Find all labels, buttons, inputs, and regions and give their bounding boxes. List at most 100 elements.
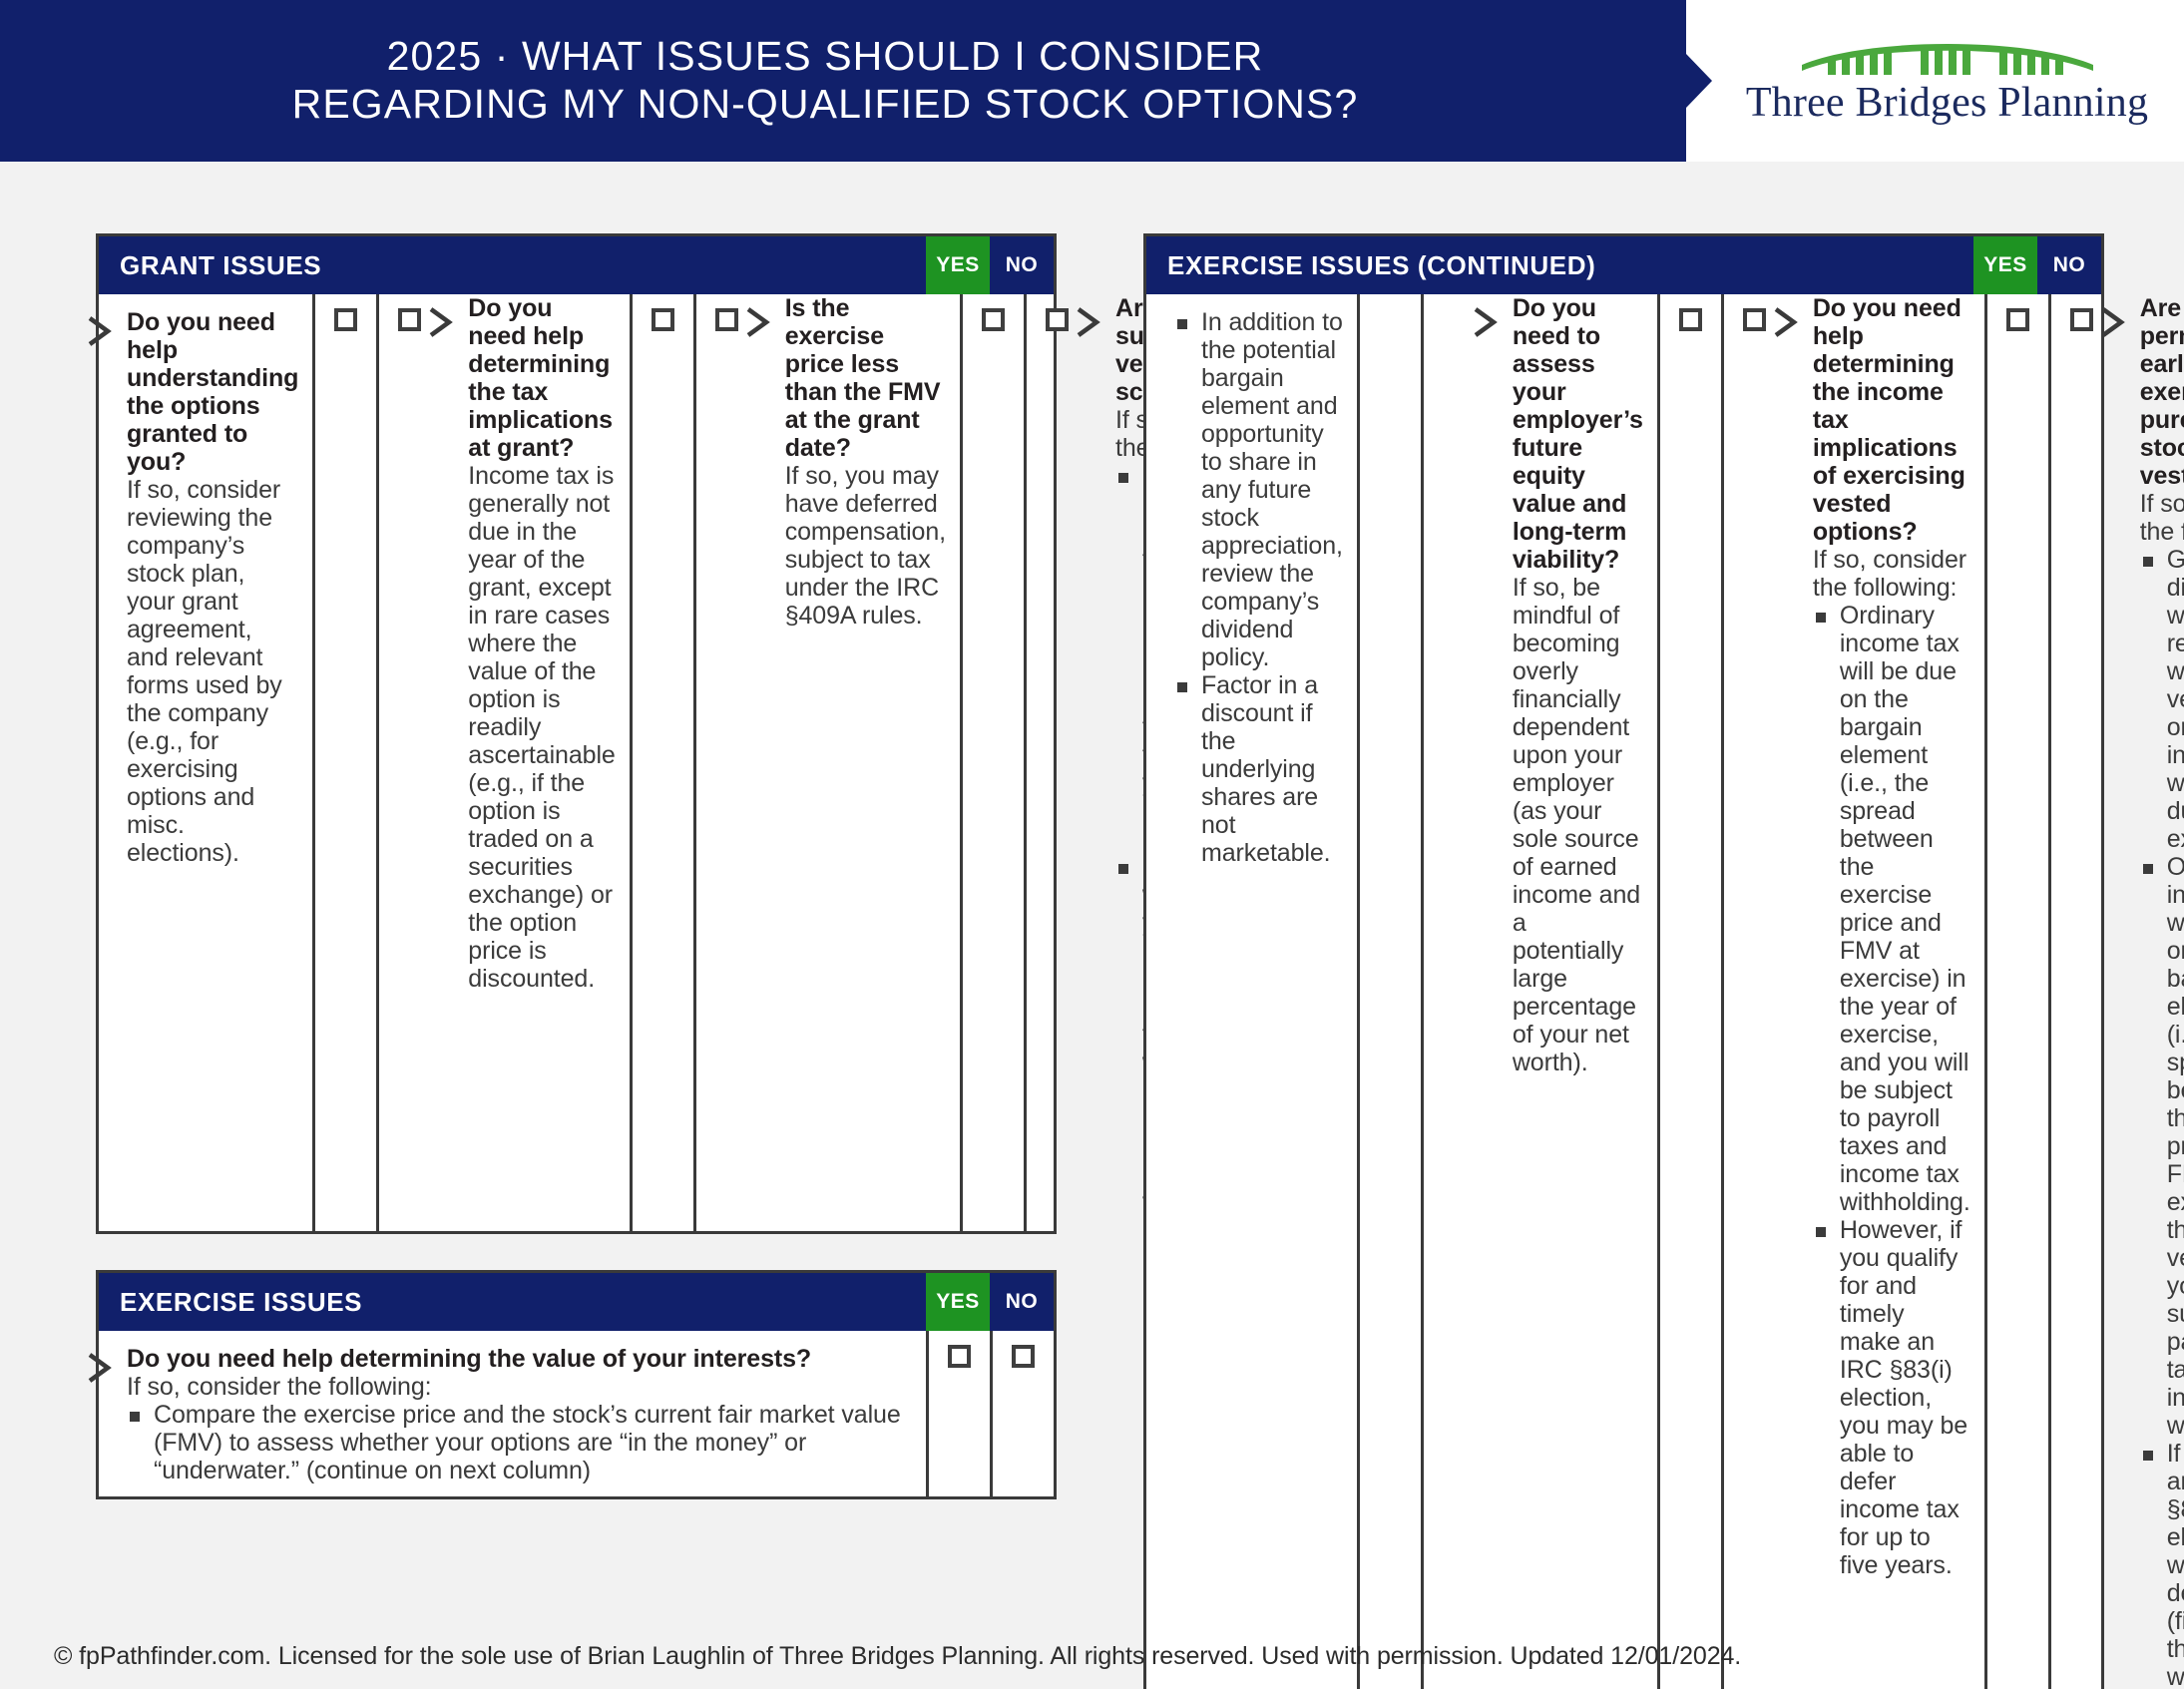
row-content: Do you need to assess your employer’s fu… bbox=[1474, 294, 1657, 1689]
page-content: GRANT ISSUES YES NO Do you need help unders… bbox=[0, 162, 2184, 1689]
checkbox-placeholder bbox=[1379, 308, 1402, 331]
checkbox-cell-no[interactable] bbox=[692, 294, 757, 1231]
row-content: Do you need help determining the tax imp… bbox=[429, 294, 629, 1231]
answer-text: If so, be mindful of becoming overly fin… bbox=[1512, 574, 1641, 1076]
checkbox-cell-no[interactable] bbox=[990, 1331, 1054, 1496]
bullet-item: In addition to the potential bargain ele… bbox=[1174, 308, 1343, 671]
row-checkboxes bbox=[926, 1331, 1054, 1496]
checkbox-cell-yes[interactable] bbox=[1983, 294, 2048, 1689]
bullet-item: If you make an IRC §83(b) election withi… bbox=[2140, 1440, 2184, 1689]
row-spacer bbox=[1174, 867, 1343, 882]
question-text: Is the exercise price less than the FMV … bbox=[784, 294, 941, 462]
question-text: Do you need help determining the tax imp… bbox=[468, 294, 613, 462]
table-row: Do you need to assess your employer’s fu… bbox=[1474, 294, 1785, 1689]
row-spacer bbox=[785, 630, 946, 644]
checkbox-cell-yes[interactable] bbox=[960, 294, 1024, 1231]
checkbox-cell-yes[interactable] bbox=[629, 294, 693, 1231]
title-line-2: REGARDING MY NON-QUALIFIED STOCK OPTIONS… bbox=[291, 81, 1359, 127]
question-text: Do you need help determining the value o… bbox=[127, 1345, 812, 1373]
row-checkboxes bbox=[960, 294, 1088, 1231]
checkbox-no[interactable] bbox=[714, 308, 738, 331]
right-column: EXERCISE ISSUES (CONTINUED) YES NO In addit… bbox=[1143, 233, 2184, 1689]
table-body: Do you need help understanding the optio… bbox=[88, 294, 2047, 1231]
question-text: Do you need help determining the income … bbox=[1812, 294, 1966, 546]
checkbox-no[interactable] bbox=[1012, 1345, 1035, 1368]
page-title: 2025 · WHAT ISSUES SHOULD I CONSIDER REG… bbox=[292, 33, 1359, 129]
checkbox-cell-no[interactable] bbox=[376, 294, 440, 1231]
bullet-item: Ordinary income tax will be due on the b… bbox=[1813, 602, 1970, 1216]
table-header: EXERCISE ISSUES (CONTINUED) YES NO bbox=[1146, 236, 2101, 294]
checkbox-no[interactable] bbox=[1742, 308, 1766, 331]
chevron-right-icon bbox=[2101, 307, 2125, 337]
table-row: Do you need help understanding the optio… bbox=[88, 294, 440, 1231]
row-checkboxes bbox=[1983, 294, 2112, 1689]
column-header-yes: YES bbox=[1973, 236, 2037, 294]
checkbox-no[interactable] bbox=[1046, 308, 1069, 331]
row-spacer bbox=[127, 867, 298, 882]
title-line-1: 2025 · WHAT ISSUES SHOULD I CONSIDER bbox=[386, 33, 1264, 80]
bullet-list: Compare the exercise price and the stock… bbox=[127, 1401, 912, 1484]
checkbox-cell-no bbox=[1420, 294, 1485, 1689]
table-header: EXERCISE ISSUES YES NO bbox=[99, 1273, 1054, 1331]
table-row: Is the exercise price less than the FMV … bbox=[746, 294, 1088, 1231]
table-grant-issues: GRANT ISSUES YES NO Do you need help unders… bbox=[88, 233, 2047, 1234]
bullet-item: Ordinary income tax will be due on the b… bbox=[2140, 853, 2184, 1440]
bullet-list: Ordinary income tax will be due on the b… bbox=[1813, 602, 1970, 1579]
table-row: Do you need help determining the income … bbox=[1774, 294, 2112, 1689]
table-row: In addition to the potential bargain ele… bbox=[1146, 294, 1485, 1689]
checkbox-yes[interactable] bbox=[2005, 308, 2029, 331]
table-body: In addition to the potential bargain ele… bbox=[1146, 294, 2184, 1689]
table-title: EXERCISE ISSUES bbox=[120, 1286, 363, 1317]
row-spacer bbox=[468, 993, 615, 1008]
checkbox-yes[interactable] bbox=[948, 1345, 971, 1368]
row-checkboxes bbox=[1656, 294, 1785, 1689]
footer-disclaimer: © fpPathfinder.com. Licensed for the sol… bbox=[54, 1642, 1742, 1670]
table-row: Do you need help determining the value o… bbox=[88, 1331, 1054, 1496]
column-header-no: NO bbox=[990, 1273, 1054, 1331]
chevron-right-icon bbox=[746, 307, 770, 337]
header-banner: 2025 · WHAT ISSUES SHOULD I CONSIDER REG… bbox=[0, 0, 1712, 162]
checkbox-cell-no[interactable] bbox=[1720, 294, 1785, 1689]
bullet-list: In addition to the potential bargain ele… bbox=[1174, 308, 1343, 867]
answer-text: If so, consider the following: bbox=[1812, 546, 1966, 602]
column-header-yes: YES bbox=[926, 236, 990, 294]
table-header: GRANT ISSUES YES NO bbox=[99, 236, 1054, 294]
row-spacer bbox=[1813, 1579, 1970, 1594]
answer-text: If so, consider the following: bbox=[127, 1373, 432, 1401]
bullet-list: Generally, dividends will be reported as… bbox=[2140, 546, 2184, 1689]
checkbox-cell-no[interactable] bbox=[1024, 294, 1088, 1231]
chevron-right-icon bbox=[1774, 307, 1798, 337]
answer-text: Income tax is generally not due in the y… bbox=[468, 462, 616, 993]
checkbox-cell-yes[interactable] bbox=[1656, 294, 1721, 1689]
bullet-item: However, if you qualify for and timely m… bbox=[1813, 1216, 1970, 1579]
column-header-no: NO bbox=[990, 236, 1054, 294]
table-title: GRANT ISSUES bbox=[120, 249, 322, 280]
row-content: Do you need help understanding the optio… bbox=[88, 294, 312, 1231]
row-spacer bbox=[1513, 1076, 1643, 1091]
checkbox-yes[interactable] bbox=[334, 308, 358, 331]
checkbox-yes[interactable] bbox=[651, 308, 674, 331]
row-content: Are you permitted to early exercise and … bbox=[2101, 294, 2184, 1689]
chevron-right-icon bbox=[1474, 307, 1498, 337]
checkbox-cell-yes[interactable] bbox=[926, 1331, 990, 1496]
column-header-no: NO bbox=[2037, 236, 2101, 294]
row-content: Do you need help determining the income … bbox=[1774, 294, 1984, 1689]
checkbox-cell-yes[interactable] bbox=[312, 294, 376, 1231]
checkbox-yes[interactable] bbox=[1678, 308, 1702, 331]
answer-text: If so, consider reviewing the company’s … bbox=[127, 476, 282, 867]
page-header: 2025 · WHAT ISSUES SHOULD I CONSIDER REG… bbox=[0, 0, 2184, 162]
checkbox-cell-no[interactable] bbox=[2047, 294, 2112, 1689]
row-content: Do you need help determining the value o… bbox=[88, 1331, 926, 1496]
table-title: EXERCISE ISSUES (CONTINUED) bbox=[1167, 249, 1596, 280]
three-bridges-icon bbox=[1801, 44, 2093, 75]
brand-name: Three Bridges Planning bbox=[1745, 80, 2149, 126]
table-exercise-issues-continued: EXERCISE ISSUES (CONTINUED) YES NO In addit… bbox=[1143, 233, 2184, 1689]
bullet-item: Generally, dividends will be reported as… bbox=[2140, 546, 2184, 853]
checkbox-no[interactable] bbox=[2069, 308, 2093, 331]
answer-text: If so, consider the following: bbox=[2139, 490, 2184, 546]
column-header-yes: YES bbox=[926, 1273, 990, 1331]
checkbox-no[interactable] bbox=[398, 308, 422, 331]
question-text: Do you need help understanding the optio… bbox=[127, 308, 299, 476]
checkbox-yes[interactable] bbox=[982, 308, 1005, 331]
